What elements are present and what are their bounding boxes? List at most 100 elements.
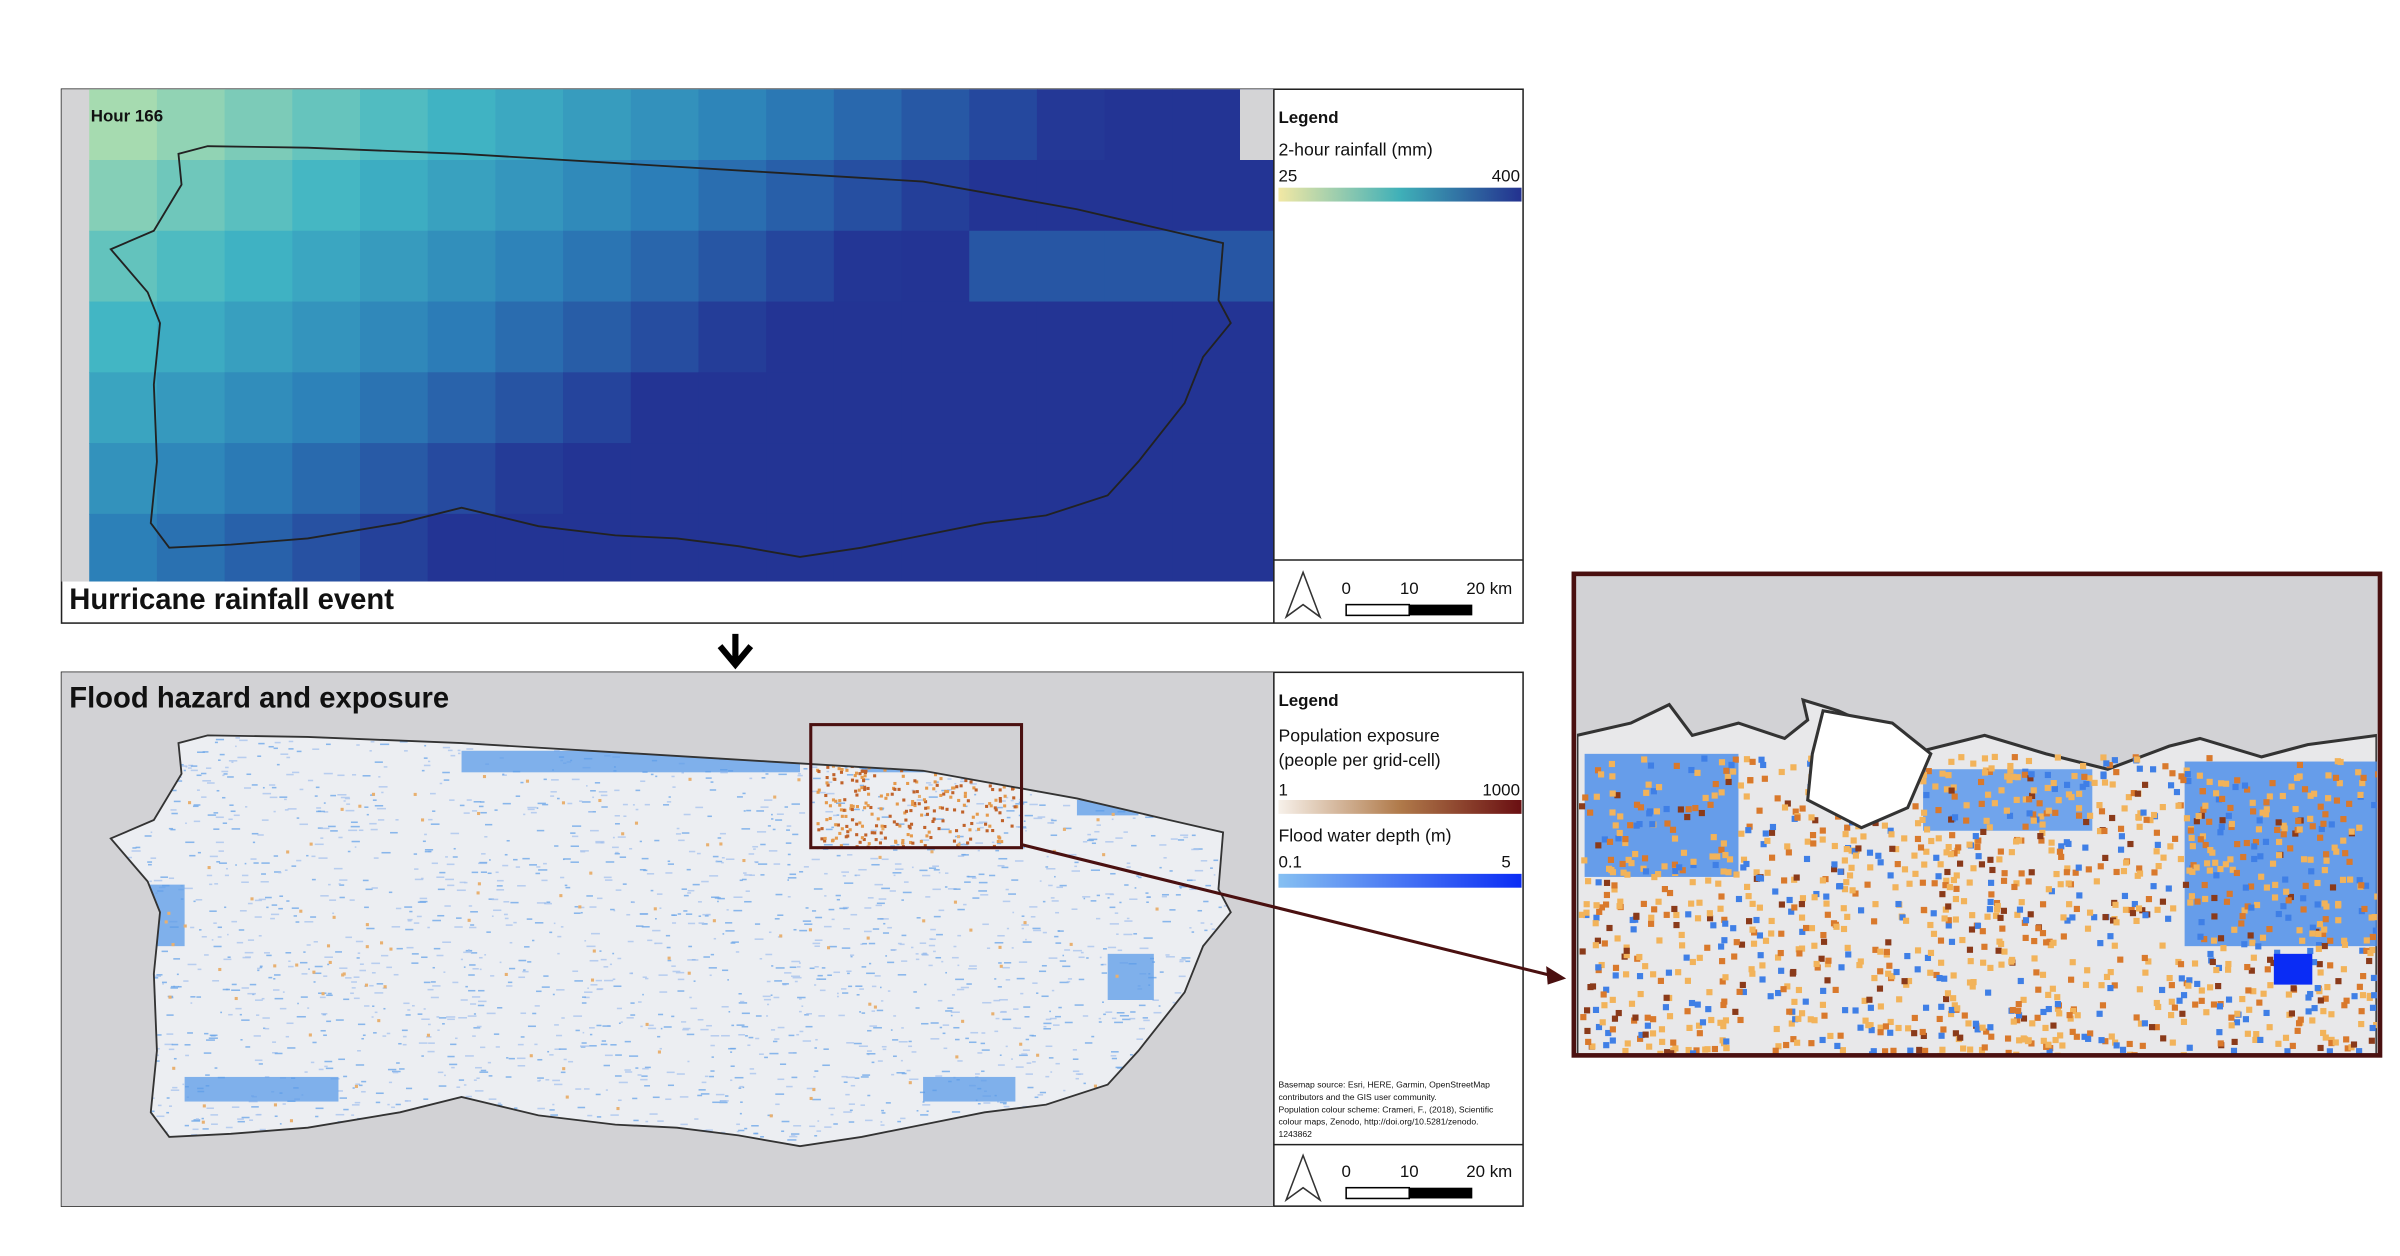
- flood-cell: [473, 1013, 477, 1015]
- exposure-cell: [2188, 834, 2195, 842]
- flood-cell: [266, 954, 272, 957]
- flood-cell: [675, 971, 685, 974]
- flood-cell: [641, 857, 649, 860]
- rain-cell: [766, 372, 835, 444]
- exposure-cell: [878, 855, 882, 859]
- exposure-cell: [2300, 895, 2307, 902]
- flood-cell: [951, 1111, 961, 1113]
- flood-cell: [814, 984, 817, 986]
- flood-cell: [1056, 886, 1064, 889]
- flood-cell: [313, 941, 318, 943]
- flood-cell: [843, 1081, 848, 1084]
- exposure-cell: [2255, 826, 2263, 833]
- flood-cell: [502, 774, 507, 776]
- exposure-cell: [2319, 930, 2327, 938]
- rain-cell: [360, 160, 429, 232]
- flood-cell: [398, 1042, 402, 1045]
- rain-cell: [1036, 230, 1106, 303]
- exposure-cell: [1987, 898, 1994, 906]
- flood-cell: [187, 767, 192, 769]
- exposure-cell: [2117, 956, 2124, 963]
- flood-cell: [625, 1071, 633, 1073]
- exposure-cell: [2135, 905, 2143, 912]
- rain-cell: [563, 230, 632, 303]
- exposure-cell: [2216, 1029, 2223, 1036]
- exposure-cell: [2131, 1052, 2138, 1054]
- flood-cell: [156, 974, 163, 976]
- panel-title: Flood hazard and exposure: [69, 683, 449, 715]
- flood-cell: [828, 1107, 836, 1110]
- flood-cell: [536, 902, 545, 904]
- exposure-cell: [2127, 840, 2134, 848]
- flood-cell: [249, 983, 257, 986]
- exposure-cell: [1611, 886, 1618, 893]
- exposure-cell: [1808, 814, 1815, 821]
- flood-cell: [746, 809, 752, 812]
- flood-cell: [629, 847, 633, 850]
- flood-cell: [1029, 803, 1038, 806]
- exposure-cell: [1661, 863, 1668, 870]
- exposure-cell: [2084, 925, 2092, 932]
- flood-cell: [170, 987, 178, 989]
- exposure-cell: [1969, 912, 1976, 919]
- exposure-cell: [1841, 857, 1848, 864]
- flood-cell: [357, 1049, 361, 1052]
- flood-cell: [587, 1114, 593, 1117]
- flood-cell: [930, 928, 936, 931]
- exposure-cell: [1641, 855, 1649, 862]
- exposure-cell: [295, 963, 299, 967]
- flood-cell: [254, 1059, 263, 1062]
- flood-cell: [1012, 911, 1015, 914]
- exposure-cell: [873, 1005, 877, 1009]
- flood-cell: [981, 1032, 986, 1034]
- exposure-cell: [2006, 812, 2014, 819]
- flood-cell: [442, 746, 451, 749]
- exposure-cell: [2323, 851, 2330, 858]
- exposure-cell: [2185, 777, 2192, 785]
- flood-cell: [552, 993, 555, 996]
- rain-cell: [969, 372, 1038, 444]
- flood-cell: [679, 1096, 689, 1098]
- flood-cell: [1055, 1015, 1061, 1018]
- exposure-cell: [1877, 1029, 1884, 1036]
- exposure-cell: [1833, 923, 1840, 930]
- exposure-cell: [883, 768, 887, 772]
- flood-cell: [787, 1139, 797, 1141]
- flood-cell: [836, 995, 839, 998]
- flood-cell: [610, 908, 615, 911]
- exposure-cell: [2022, 934, 2029, 941]
- exposure-cell: [2228, 1022, 2235, 1029]
- flood-cell: [1058, 930, 1064, 932]
- flood-cell: [259, 1128, 266, 1131]
- exposure-cell: [860, 836, 864, 840]
- flood-cell: [411, 953, 419, 955]
- exposure-cell: [897, 787, 901, 791]
- flood-cell: [622, 883, 627, 885]
- exposure-cell: [2130, 790, 2137, 797]
- rain-cell: [969, 443, 1038, 515]
- flood-cell: [812, 766, 818, 768]
- flood-cell: [1117, 949, 1123, 952]
- exposure-cell: [1808, 1040, 1815, 1047]
- flood-cell: [721, 1006, 729, 1008]
- flood-cell: [600, 958, 607, 961]
- exposure-cell: [2036, 800, 2043, 807]
- exposure-cell: [2015, 1012, 2023, 1019]
- rain-cell: [495, 89, 564, 161]
- flood-cell: [468, 905, 473, 907]
- rain-cell: [360, 230, 429, 303]
- exposure-cell: [2058, 843, 2065, 850]
- flood-cell: [1062, 965, 1071, 968]
- flood-cell: [436, 876, 445, 879]
- exposure-cell: [2183, 815, 2191, 822]
- flood-cell: [1072, 949, 1082, 952]
- exposure-cell: [2190, 862, 2197, 869]
- flood-cell: [977, 1052, 983, 1054]
- flood-cell: [193, 900, 196, 903]
- exposure-cell: [1841, 886, 1849, 893]
- flood-cell: [144, 835, 152, 837]
- exposure-cell: [985, 804, 989, 808]
- flood-cell: [1054, 875, 1056, 878]
- exposure-cell: [2219, 795, 2226, 802]
- flood-patch: [184, 1076, 339, 1102]
